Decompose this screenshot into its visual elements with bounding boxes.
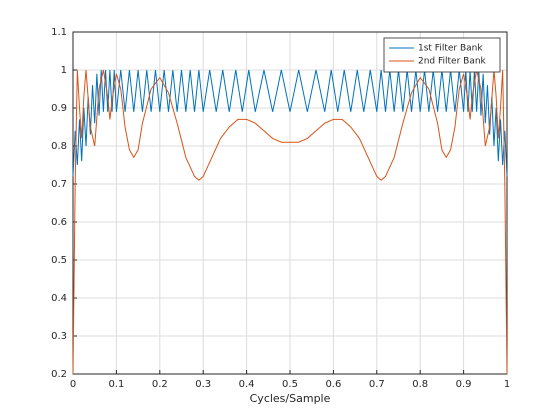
x-tick-label: 0.1: [108, 379, 124, 390]
y-tick-label: 0.6: [51, 217, 67, 228]
data-line: [72, 69, 508, 177]
x-tick-label: 0.6: [325, 379, 341, 390]
y-tick-label: 0.9: [51, 103, 67, 114]
x-tick-label: 0.5: [282, 379, 298, 390]
legend-box: [383, 37, 501, 73]
y-tick-label: 0.7: [51, 179, 67, 190]
y-tick-label: 0.8: [51, 141, 67, 152]
x-tick-label: 0.3: [195, 379, 211, 390]
y-tick-label: 0.5: [51, 255, 67, 266]
x-tick-label: 0.8: [412, 379, 428, 390]
y-tick-label: 0.3: [51, 331, 67, 342]
x-tick-label: 0: [70, 379, 76, 390]
y-tick-label: 0.4: [51, 293, 67, 304]
data-line: [72, 69, 508, 375]
y-tick-label: 1: [61, 65, 67, 76]
x-tick-label: 0.2: [152, 379, 168, 390]
y-tick-label: 1.1: [51, 27, 67, 38]
x-axis-label: Cycles/Sample: [250, 392, 331, 405]
y-tick-label: 0.2: [51, 369, 67, 380]
legend-label: 1st Filter Bank: [418, 44, 483, 54]
x-tick-label: 0.4: [239, 379, 255, 390]
legend-label: 2nd Filter Bank: [418, 57, 487, 67]
x-tick-label: 0.9: [456, 379, 472, 390]
plot-frame: [72, 31, 508, 375]
x-tick-label: 0.7: [369, 379, 385, 390]
x-tick-label: 1: [504, 379, 510, 390]
